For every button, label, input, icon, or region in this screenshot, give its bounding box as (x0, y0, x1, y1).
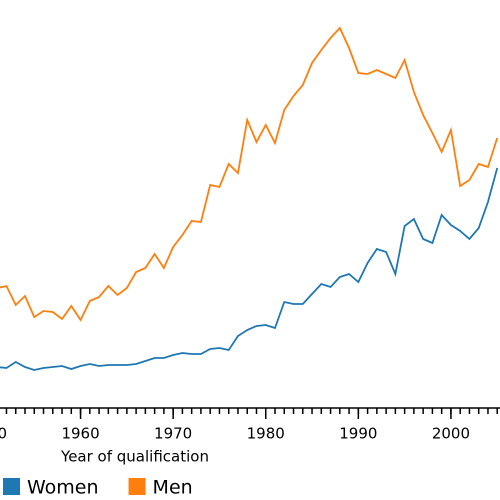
x-tick-label: 1970 (154, 425, 192, 443)
x-tick-label: 1960 (61, 425, 99, 443)
x-tick-label: 1980 (247, 425, 285, 443)
legend-swatch (128, 478, 146, 495)
x-axis-label: Year of qualification (60, 448, 209, 466)
legend-label: Men (153, 477, 193, 499)
legend-swatch (3, 478, 20, 495)
x-tick-label: 1990 (339, 425, 377, 443)
x-tick-label: 2000 (432, 425, 470, 443)
legend-label: Women (27, 477, 99, 499)
x-tick-label: 1950 (0, 425, 7, 443)
line-series (0, 26, 499, 322)
line-series (0, 167, 499, 371)
